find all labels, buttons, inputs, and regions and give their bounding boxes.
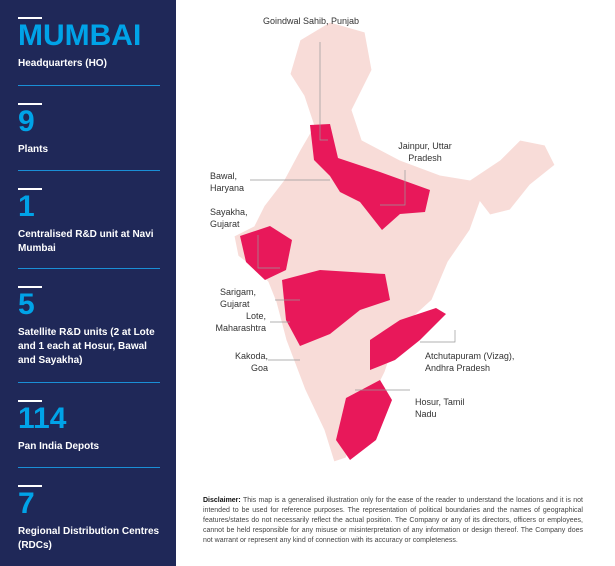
divider [18,382,160,383]
stat-value: 9 [18,105,35,138]
map-label-sayakha: Sayakha, Gujarat [210,207,248,229]
stat-label: Plants [18,144,49,155]
stat-value: MUMBAI [18,19,142,52]
stat-value: 1 [18,190,35,223]
divider [18,170,160,171]
disclaimer-text: This map is a generalised illustration o… [203,497,583,544]
stat-label: Centralised R&D unit at Navi Mumbai [18,229,154,254]
stat-value: 114 [18,402,67,435]
stat-rnd-unit: 1 Centralised R&D unit at Navi Mumbai [18,188,160,256]
disclaimer-title: Disclaimer: [203,497,241,504]
map-label-jainpur: Jainpur, Uttar Pradesh [398,141,452,163]
region-andhra [370,308,446,370]
stat-label: Regional Distribution Centres (RDCs) [18,526,160,551]
divider [18,467,160,468]
map-label-goindwal: Goindwal Sahib, Punjab [263,16,360,26]
stat-plants: 9 Plants [18,103,160,157]
divider [18,85,160,86]
divider [18,268,160,269]
map-label-bawal: Bawal, Haryana [210,171,245,193]
map-label-hosur: Hosur, Tamil Nadu [415,397,465,419]
stat-label: Pan India Depots [18,441,100,452]
stats-sidebar: MUMBAI Headquarters (HO) 9 Plants 1 Central… [0,0,176,566]
stat-satellite-rnd: 5 Satellite R&D units (2 at Lote and 1 ea… [18,286,160,368]
stat-label: Headquarters (HO) [18,58,107,69]
map-label-lote: Lote, Maharashtra [215,311,266,333]
stat-label: Satellite R&D units (2 at Lote and 1 eac… [18,327,155,366]
region-north [310,124,430,230]
region-tamil-nadu [336,380,392,460]
leader-lines [250,42,456,391]
region-maharashtra [282,270,390,346]
stat-depots: 114 Pan India Depots [18,400,160,454]
map-label-kakoda: Kakoda, Goa [234,351,268,373]
map-label-sarigam: Sarigam, Gujarat [220,287,257,309]
region-gujarat [240,226,292,280]
map-label-atchutapuram: Atchutapuram (Vizag), Andhra Pradesh [425,351,515,373]
stat-headquarters: MUMBAI Headquarters (HO) [18,17,160,71]
stat-rdcs: 7 Regional Distribution Centres (RDCs) [18,485,160,553]
stat-value: 7 [18,487,35,520]
stat-value: 5 [18,288,35,321]
disclaimer: Disclaimer: This map is a generalised il… [203,496,583,546]
